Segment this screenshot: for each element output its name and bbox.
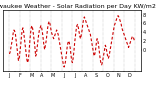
Title: Milwaukee Weather - Solar Radiation per Day KW/m2: Milwaukee Weather - Solar Radiation per … bbox=[0, 4, 155, 9]
